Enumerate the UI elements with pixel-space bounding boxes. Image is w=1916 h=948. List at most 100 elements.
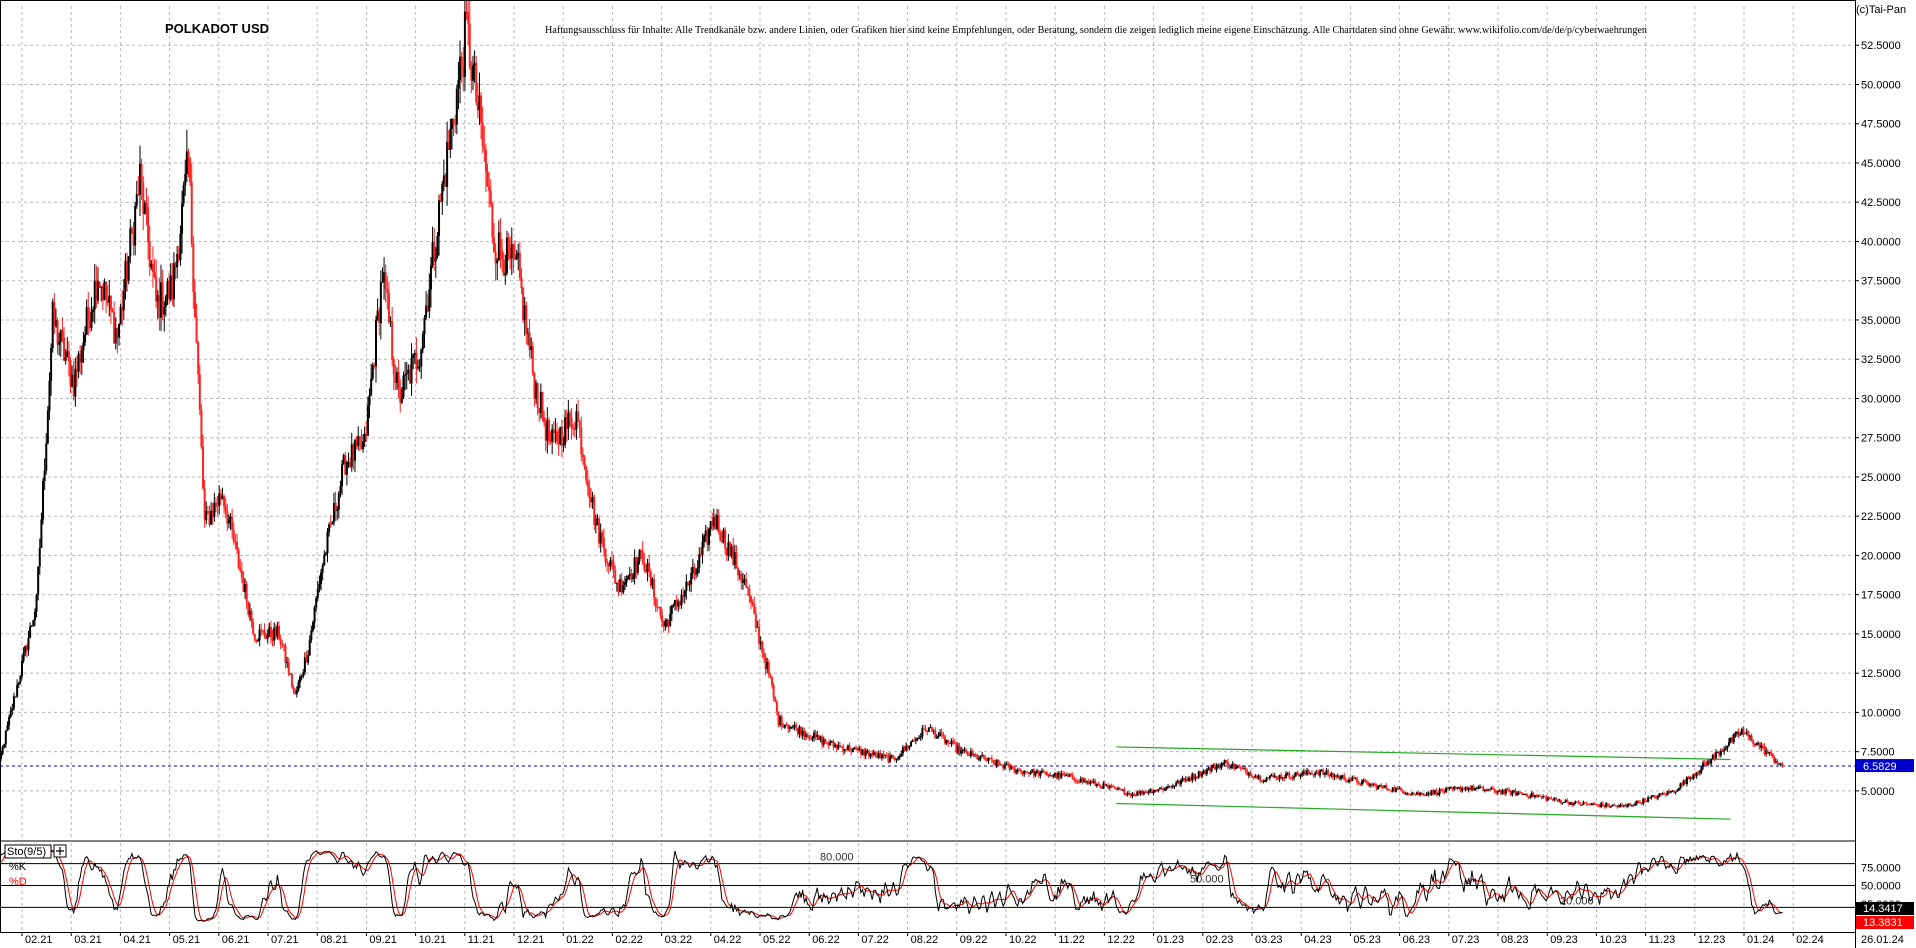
candle-body [101,286,104,301]
candle-body [1125,794,1128,796]
candle-body [413,352,416,355]
candlestick-series [0,0,1784,809]
candle-body [1060,773,1063,778]
candle-body [998,763,1001,765]
candle-body [640,550,643,552]
x-tick-label: 01.23 [1157,934,1185,946]
candle-body [1472,785,1475,791]
candle-body [147,206,150,242]
candle-body [688,584,691,586]
candle-body [1535,795,1538,797]
candle-body [1519,792,1522,794]
candle-body [525,305,528,334]
candle-body [460,56,463,66]
candle-body [918,737,921,739]
candle-body [1487,789,1490,791]
candle-body [804,734,807,737]
indicator-name: Sto(9/5) [7,846,46,858]
candle-body [1005,763,1008,765]
candle-body [425,305,428,318]
candle-body [1039,772,1042,776]
candle-body [1461,788,1464,792]
candle-body [187,151,190,159]
candle-body [1698,771,1701,774]
x-tick-label: 11.22 [1058,934,1085,946]
candle-body [602,537,605,549]
candle-body [1199,771,1202,777]
candle-body [14,696,17,698]
x-tick-label: 08.22 [911,934,939,946]
candle-body [1755,743,1758,746]
candle-body [1023,771,1026,774]
candle-body [1265,777,1268,781]
candle-body [1396,788,1399,790]
candle-body [779,716,782,726]
candle-body [376,310,379,321]
candle-body [271,636,274,641]
candle-body [1034,771,1037,776]
candle-body [339,485,342,494]
candle-body [1032,769,1035,776]
candle-body [796,728,799,735]
candle-body [1251,776,1254,778]
candle-body [315,598,318,607]
candle-body [1504,789,1507,794]
x-tick-label: 10.23 [1599,934,1627,946]
candle-body [1744,733,1747,735]
candle-body [630,573,633,579]
candle-body [916,737,919,740]
candle-body [478,95,481,111]
candle-body [695,573,698,575]
candle-body [329,524,332,526]
candle-body [914,739,917,741]
candle-body [945,740,948,744]
candle-body [1120,789,1123,791]
candle-body [787,725,790,729]
candle-body [1676,790,1679,792]
candle-body [979,756,982,759]
candle-body [1188,777,1191,782]
candle-body [109,295,112,311]
candle-body [714,516,717,529]
plot-frame [0,0,1856,933]
candle-body [880,753,883,759]
candle-body [1325,770,1328,773]
candle-body [227,519,230,524]
candle-body [846,745,849,750]
candle-body [1260,780,1263,782]
candle-body [877,753,880,758]
sto-k-badge [1856,902,1914,915]
candle-body [948,742,951,744]
candle-body [1372,783,1375,786]
candle-body [1113,786,1116,789]
candle-body [392,359,395,375]
candle-body [1286,772,1289,774]
candle-body [984,758,987,761]
candle-body [24,645,27,653]
candle-body [1234,766,1237,770]
candle-body [699,554,702,556]
stochastic-series [0,850,1783,922]
candle-body [1689,777,1692,779]
candle-body [51,301,54,349]
candle-body [801,730,804,736]
candle-body [486,171,489,187]
candle-body [1619,804,1622,807]
candle-body [1618,806,1621,808]
candle-body [261,630,264,632]
candle-body [130,228,133,230]
candle-body [8,717,11,726]
legend-k: %K [9,861,27,873]
candle-body [1740,728,1743,735]
x-tick-label: 07.23 [1452,934,1480,946]
candle-body [310,630,313,640]
candle-body [352,444,355,461]
candle-body [942,734,945,737]
candle-body [1529,796,1532,798]
candle-body [1601,803,1604,806]
candle-body [1361,780,1364,785]
candle-body [606,561,609,564]
candle-body [952,740,955,743]
candle-body [1189,777,1192,781]
candle-body [1364,780,1367,782]
